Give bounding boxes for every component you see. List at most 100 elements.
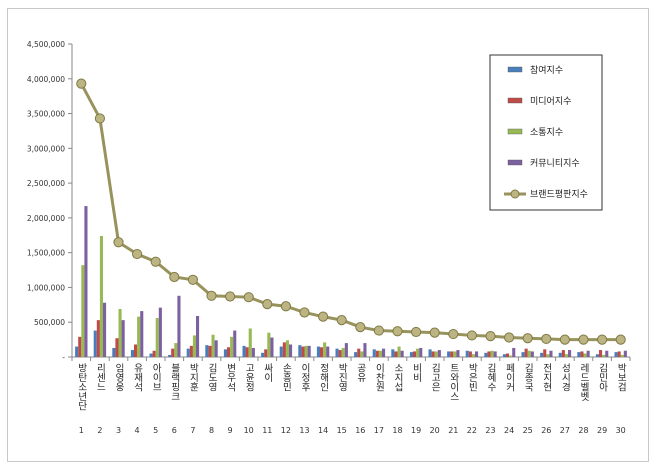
bar-2 [152,350,156,357]
category-label: 박보검 [615,363,626,392]
category-label: 김종국 [522,362,533,392]
category-label: 김민아 [597,362,608,392]
bar-4 [437,350,441,357]
bar-1 [93,330,97,357]
rank-label: 23 [485,426,495,435]
bar-2 [320,347,324,357]
bar-3 [453,351,457,357]
bar-3 [564,354,568,357]
bar-1 [205,345,209,357]
rank-label: 24 [504,426,514,435]
y-tick-label: 4,500,000 [27,40,65,49]
bar-2 [394,351,398,357]
bar-2 [227,347,231,357]
legend-label: 브랜드평판지수 [530,189,588,200]
bar-2 [338,350,342,357]
line-marker [559,334,571,345]
bar-4 [493,351,497,357]
bar-2 [264,349,268,357]
line-marker [94,113,106,124]
category-label: 고윤정 [243,363,254,392]
y-tick-label: 1,500,000 [27,249,65,258]
bar-2 [375,350,379,357]
bar-4 [251,347,255,357]
y-tick-label: - [62,353,65,362]
category-label: 이정후 [299,363,310,392]
bar-3 [341,347,345,357]
bar-3 [174,343,178,357]
line-marker [262,299,273,310]
bar-4 [270,337,274,357]
rank-label: 16 [355,426,365,435]
bar-4 [177,295,181,357]
bar-4 [530,351,534,357]
line-marker [392,326,403,337]
bar-1 [372,349,376,357]
bar-1 [223,349,227,357]
rank-label: 30 [616,426,626,435]
category-label: 페이커 [504,363,515,392]
bar-1 [261,352,265,357]
bar-2 [115,338,119,357]
category-label: 임영웅 [113,362,124,391]
rank-label: 7 [190,426,195,435]
line-marker [448,328,459,340]
bar-3 [602,354,606,357]
legend-marker [510,189,520,199]
category-label: 유재석 [132,363,143,392]
bar-2 [617,351,621,357]
bar-3 [155,318,159,357]
category-label: 레드벨벳 [578,363,589,402]
bar-4 [400,350,404,357]
bar-3 [267,332,271,357]
line-marker [113,237,124,248]
bar-4 [549,350,553,357]
bar-2 [524,348,528,357]
category-label: 전지현 [541,363,552,392]
category-label: 김고은 [429,362,440,391]
bar-1 [577,352,581,357]
rank-label: 1 [79,426,84,435]
bar-1 [540,352,544,357]
legend-swatch [507,128,523,135]
bar-1 [391,349,395,357]
category-label: 싸이 [262,363,273,383]
line-marker [299,307,310,318]
bar-2 [431,351,435,357]
rank-label: 5 [153,426,158,435]
rank-label: 15 [337,426,347,435]
bar-4 [307,345,311,357]
category-label: 박진영 [336,363,347,392]
line-marker [597,334,608,345]
category-label: 정해인 [318,363,329,392]
category-label: 박지훈 [187,363,198,392]
rank-label: 17 [374,426,384,435]
bar-3 [304,345,308,357]
bar-1 [484,352,488,357]
bar-4 [121,320,125,357]
rank-label: 9 [228,426,233,435]
category-label: 변우석 [225,363,236,392]
category-label: 블랙핑크 [169,363,180,401]
bar-4 [623,350,627,357]
category-label: 소지섭 [392,363,403,392]
bar-2 [580,351,584,357]
bar-3 [285,340,289,357]
line-marker [411,326,422,338]
category-label: 방탄소년단 [76,363,87,411]
bar-4 [289,344,293,357]
line-marker [150,256,161,267]
bar-3 [471,354,475,357]
bar-3 [527,350,531,357]
bar-4 [363,343,367,357]
bar-2 [599,350,603,357]
bar-4 [233,330,237,357]
y-tick-label: 3,500,000 [27,110,65,119]
category-label: 김도영 [206,362,217,391]
line-marker [336,315,347,326]
category-label: 아이브 [150,363,161,392]
rank-label: 8 [209,426,214,435]
bar-3 [509,355,513,357]
bar-1 [130,350,134,357]
bar-3 [378,350,382,357]
